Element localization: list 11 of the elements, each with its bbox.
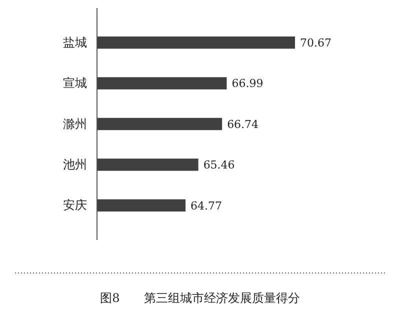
y-tick-label: 池州 xyxy=(63,158,87,172)
y-tick-label: 滁州 xyxy=(63,116,87,131)
data-label: 66.74 xyxy=(227,118,259,131)
data-label: 66.99 xyxy=(232,77,264,90)
data-label: 64.77 xyxy=(190,199,222,212)
y-tick-label: 宣城 xyxy=(63,76,87,90)
text: 图8 第三组城市经济发展质量得分 xyxy=(100,291,300,305)
y-tick-label: 安庆 xyxy=(63,198,87,212)
data-label: 65.46 xyxy=(203,158,235,172)
data-label: 70.67 xyxy=(300,36,332,50)
y-tick-label: 盐城 xyxy=(63,35,87,50)
